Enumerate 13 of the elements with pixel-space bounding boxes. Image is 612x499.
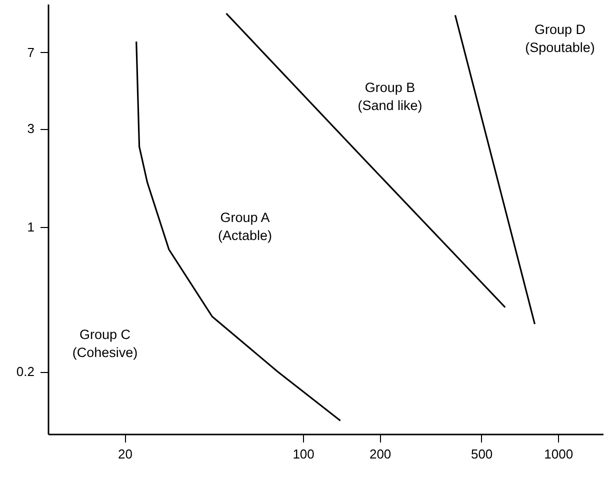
annotation: Group D (Spoutable) bbox=[525, 22, 595, 55]
y-tick-label: 0.2 bbox=[16, 364, 34, 380]
x-tick-label: 20 bbox=[118, 446, 133, 462]
x-tick-label: 1000 bbox=[544, 446, 574, 462]
y-tick-label: 7 bbox=[27, 44, 34, 60]
x-tick-label: 100 bbox=[292, 446, 314, 462]
annotation: Group A (Actable) bbox=[218, 210, 272, 243]
annotation: Group C (Cohesive) bbox=[72, 327, 138, 360]
x-tick-label: 200 bbox=[369, 446, 392, 462]
x-tick-label: 500 bbox=[470, 446, 493, 462]
y-tick-label: 3 bbox=[27, 121, 34, 136]
annotation: Group B (Sand like) bbox=[358, 80, 422, 113]
y-tick-label: 1 bbox=[27, 220, 34, 235]
